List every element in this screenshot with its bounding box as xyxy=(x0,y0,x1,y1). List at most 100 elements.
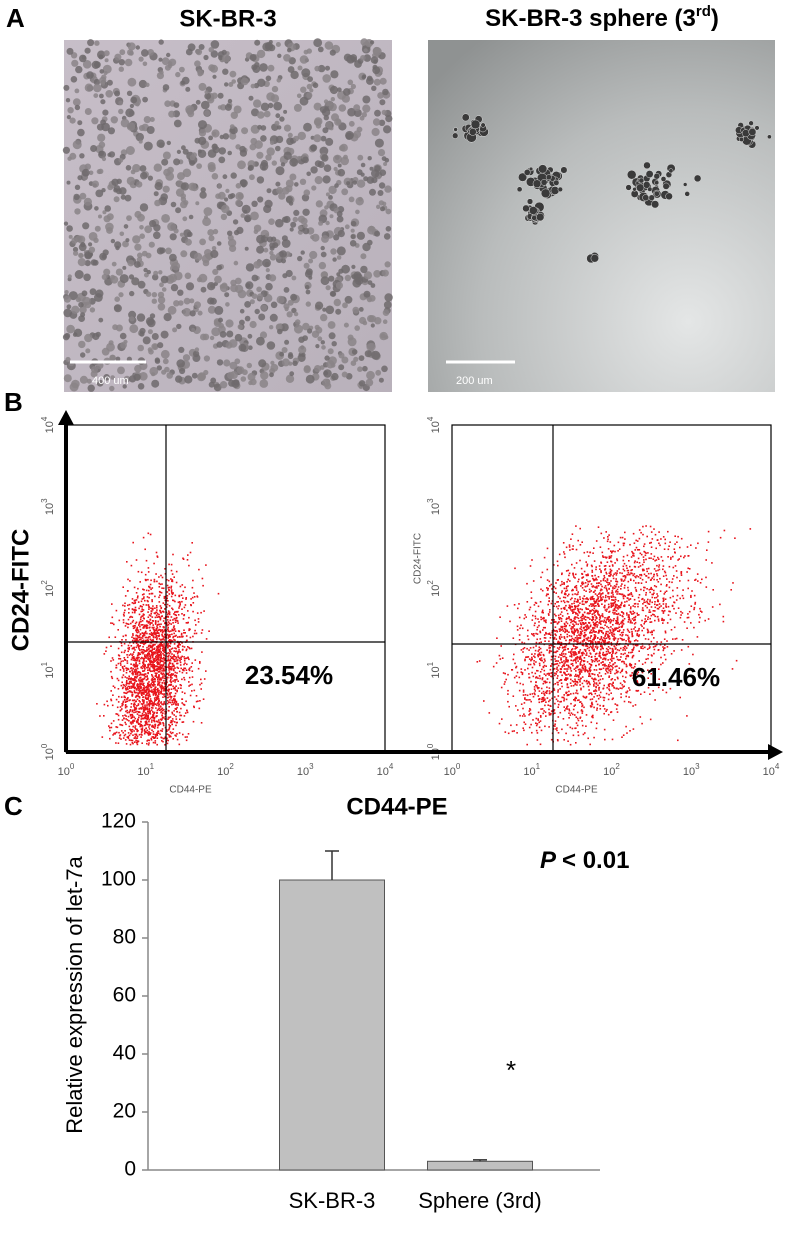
event-dot xyxy=(151,736,153,738)
event-dot xyxy=(547,589,549,591)
event-dot xyxy=(665,598,667,600)
event-dot xyxy=(182,672,184,674)
event-dot xyxy=(126,680,128,682)
event-dot xyxy=(193,592,195,594)
event-dot xyxy=(626,614,628,616)
event-dot xyxy=(660,584,662,586)
event-dot xyxy=(151,729,153,731)
event-dot xyxy=(174,618,176,620)
event-dot xyxy=(202,629,204,631)
event-dot xyxy=(163,717,165,719)
event-dot xyxy=(169,699,171,701)
event-dot xyxy=(580,585,582,587)
event-dot xyxy=(129,735,131,737)
cell xyxy=(293,217,298,222)
cell xyxy=(100,69,105,74)
cell xyxy=(284,340,289,345)
event-dot xyxy=(489,712,491,714)
event-dot xyxy=(182,597,184,599)
event-dot xyxy=(161,592,163,594)
event-dot xyxy=(142,718,144,720)
event-dot xyxy=(167,673,169,675)
event-dot xyxy=(173,703,175,705)
event-dot xyxy=(145,716,147,718)
cell xyxy=(298,225,303,230)
event-dot xyxy=(580,661,582,663)
cell xyxy=(256,337,265,346)
event-dot xyxy=(558,716,560,718)
cell xyxy=(267,188,272,193)
event-dot xyxy=(152,616,154,618)
cell xyxy=(210,250,218,258)
event-dot xyxy=(105,650,107,652)
cell xyxy=(367,297,372,302)
event-dot xyxy=(159,709,161,711)
event-dot xyxy=(615,578,617,580)
event-dot xyxy=(168,691,170,693)
event-dot xyxy=(120,664,122,666)
cell xyxy=(337,246,346,255)
event-dot xyxy=(625,658,627,660)
cell xyxy=(257,293,263,299)
cell xyxy=(289,201,293,205)
cell xyxy=(209,382,215,388)
sphere-cell xyxy=(655,181,659,185)
event-dot xyxy=(604,624,606,626)
cell xyxy=(127,260,134,267)
event-dot xyxy=(155,699,157,701)
event-dot xyxy=(108,637,110,639)
cell xyxy=(198,150,206,158)
event-dot xyxy=(565,640,567,642)
cell xyxy=(211,93,217,99)
cell xyxy=(277,78,282,83)
event-dot xyxy=(644,574,646,576)
cell xyxy=(268,65,275,72)
event-dot xyxy=(168,636,170,638)
event-dot xyxy=(128,732,130,734)
cell xyxy=(282,217,288,223)
cell xyxy=(345,296,353,304)
sphere-cell xyxy=(661,176,666,181)
event-dot xyxy=(127,662,129,664)
event-dot xyxy=(136,692,138,694)
event-dot xyxy=(163,673,165,675)
event-dot xyxy=(563,694,565,696)
event-dot xyxy=(129,604,131,606)
cell xyxy=(142,251,148,257)
cell xyxy=(147,319,156,328)
event-dot xyxy=(555,582,557,584)
cell xyxy=(100,99,105,104)
cell xyxy=(303,223,308,228)
event-dot xyxy=(183,656,185,658)
event-dot xyxy=(201,632,203,634)
event-dot xyxy=(577,656,579,658)
event-dot xyxy=(524,614,526,616)
cell xyxy=(346,181,350,185)
event-dot xyxy=(570,727,572,729)
event-dot xyxy=(170,651,172,653)
event-dot xyxy=(148,721,150,723)
tick-base: 10 xyxy=(44,585,56,597)
cell xyxy=(385,261,391,267)
event-dot xyxy=(139,649,141,651)
event-dot xyxy=(145,637,147,639)
cell xyxy=(270,141,274,145)
cell xyxy=(283,110,287,114)
event-dot xyxy=(142,705,144,707)
event-dot xyxy=(149,636,151,638)
event-dot xyxy=(162,666,164,668)
event-dot xyxy=(175,656,177,658)
event-dot xyxy=(532,619,534,621)
cell xyxy=(265,233,269,237)
event-dot xyxy=(132,616,134,618)
cell xyxy=(305,285,310,290)
event-dot xyxy=(559,662,561,664)
event-dot xyxy=(663,565,665,567)
event-dot xyxy=(167,634,169,636)
event-dot xyxy=(163,643,165,645)
sphere-cell xyxy=(536,213,544,221)
event-dot xyxy=(144,549,146,551)
cell xyxy=(107,184,113,190)
event-dot xyxy=(138,703,140,705)
cell xyxy=(349,121,355,127)
